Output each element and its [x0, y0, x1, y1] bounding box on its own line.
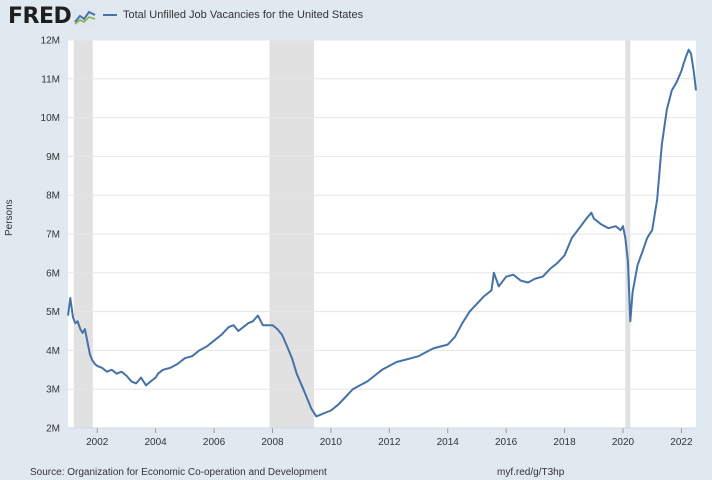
chart-legend[interactable]: Total Unfilled Job Vacancies for the Uni…: [103, 9, 363, 21]
legend-label: Total Unfilled Job Vacancies for the Uni…: [123, 9, 364, 21]
x-tick-label: 2006: [203, 437, 226, 448]
x-tick-label: 2010: [320, 437, 343, 448]
source-note: Source: Organization for Economic Co-ope…: [30, 467, 327, 478]
x-tick-label: 2016: [495, 437, 518, 448]
y-tick-label: 3M: [46, 385, 60, 396]
x-axis-ticks: 2002 2004 2006 2008 2010 2012 2014 2016 2018 2020…: [68, 427, 696, 448]
short-url[interactable]: myf.red/g/T3hp: [497, 467, 565, 478]
y-axis-ticks: 2M 3M 4M 5M 6M 7M 8M 9M 10M 11M 12M: [41, 36, 60, 435]
y-tick-label: 10M: [41, 113, 60, 124]
y-tick-label: 8M: [46, 191, 60, 202]
chart-header: FRED Total Unfilled Job Vacancies for th…: [0, 0, 712, 34]
fred-logo-text: FRED: [8, 4, 72, 29]
x-tick-label: 2012: [378, 437, 401, 448]
y-tick-label: 11M: [41, 74, 60, 85]
fred-graph-icon: [73, 7, 98, 26]
y-tick-label: 2M: [46, 424, 60, 435]
y-tick-label: 4M: [46, 346, 60, 357]
x-tick-label: 2004: [145, 437, 168, 448]
x-tick-label: 2020: [612, 437, 635, 448]
fred-logo[interactable]: FRED: [8, 4, 98, 29]
x-tick-label: 2008: [261, 437, 284, 448]
y-tick-label: 5M: [46, 307, 60, 318]
legend-swatch: [103, 14, 117, 16]
series-layer: [67, 48, 697, 418]
x-tick-label: 2018: [553, 437, 576, 448]
x-tick-label: 2002: [86, 437, 109, 448]
y-tick-label: 7M: [46, 230, 60, 241]
x-tick-label: 2022: [670, 437, 693, 448]
y-tick-label: 6M: [46, 268, 60, 279]
x-tick-label: 2014: [437, 437, 460, 448]
y-tick-label: 9M: [46, 152, 60, 163]
series-line-1[interactable]: [67, 48, 697, 418]
y-tick-label: 12M: [41, 36, 60, 47]
